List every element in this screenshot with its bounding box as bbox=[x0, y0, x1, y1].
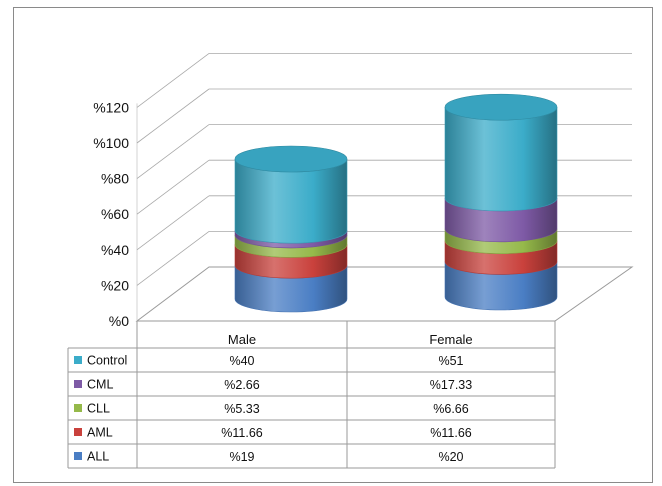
gridline-side-20 bbox=[136, 231, 210, 286]
gridline-side-80 bbox=[136, 124, 210, 179]
y-tick-label-120: %120 bbox=[93, 99, 129, 115]
bar-female-control bbox=[444, 107, 558, 212]
data-table: Male Female Control %40 %51 CML %2.66 %17.33 CLL… bbox=[67, 320, 556, 469]
chart-frame: %0 %20 %40 %60 %80 %100 %120 Male Female Control… bbox=[13, 7, 653, 483]
data-label-cml-female: %17.33 bbox=[430, 378, 472, 392]
data-label-cll-female: %6.66 bbox=[433, 402, 468, 416]
legend-swatch-control bbox=[74, 356, 82, 364]
bar-top-male bbox=[234, 145, 348, 173]
legend-label-cll: CLL bbox=[87, 402, 110, 416]
legend-swatch-all bbox=[74, 452, 82, 460]
data-label-control-female: %51 bbox=[438, 354, 463, 368]
data-label-aml-male: %11.66 bbox=[221, 426, 263, 440]
chart-floor bbox=[135, 266, 634, 322]
gridline-side-60 bbox=[136, 159, 210, 215]
table-header-female: Female bbox=[429, 332, 472, 347]
data-label-control-male: %40 bbox=[229, 354, 254, 368]
legend-swatch-cml bbox=[74, 380, 82, 388]
y-tick-label-40: %40 bbox=[101, 242, 129, 258]
legend-label-cml: CML bbox=[87, 378, 113, 392]
legend-label-aml: AML bbox=[87, 426, 113, 440]
y-tick-label-100: %100 bbox=[93, 135, 129, 151]
gridline-side-120 bbox=[136, 53, 210, 108]
legend-swatch-cll bbox=[74, 404, 82, 412]
y-axis-ticks: %0 %20 %40 %60 %80 %100 %120 bbox=[93, 99, 129, 329]
chart-walls bbox=[135, 103, 634, 322]
legend-label-all: ALL bbox=[87, 450, 109, 464]
y-tick-label-60: %60 bbox=[101, 206, 129, 222]
data-label-all-male: %19 bbox=[229, 450, 254, 464]
chart-gridlines bbox=[136, 53, 632, 286]
chart-svg: %0 %20 %40 %60 %80 %100 %120 Male Female Control… bbox=[67, 53, 634, 469]
data-label-cml-male: %2.66 bbox=[224, 378, 259, 392]
gridline-side-40 bbox=[136, 195, 210, 251]
legend-label-control: Control bbox=[87, 354, 127, 368]
data-label-all-female: %20 bbox=[438, 450, 463, 464]
legend-swatch-aml bbox=[74, 428, 82, 436]
table-header-male: Male bbox=[228, 332, 256, 347]
chart-bars bbox=[234, 93, 558, 313]
y-tick-label-80: %80 bbox=[101, 171, 129, 187]
bar-top-female bbox=[444, 93, 558, 121]
data-label-cll-male: %5.33 bbox=[224, 402, 259, 416]
y-tick-label-20: %20 bbox=[101, 277, 129, 293]
data-label-aml-female: %11.66 bbox=[430, 426, 472, 440]
gridline-side-100 bbox=[136, 88, 210, 144]
y-tick-label-0: %0 bbox=[109, 313, 129, 329]
